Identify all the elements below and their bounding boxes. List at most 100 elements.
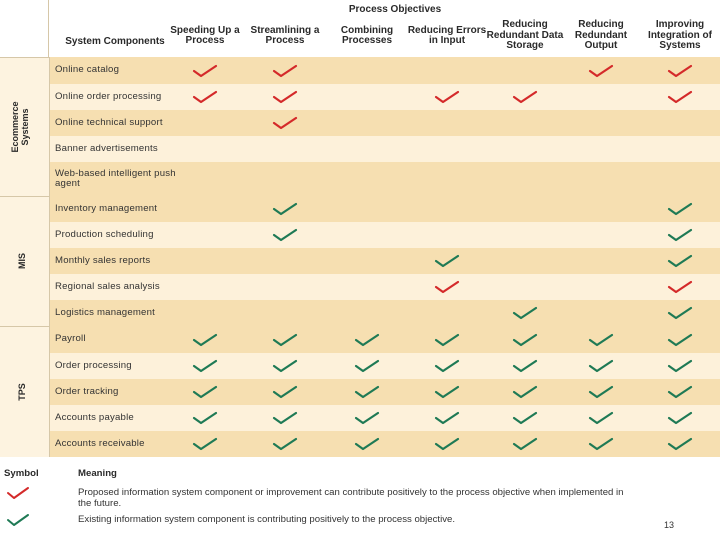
legend-proposed-text: Proposed information system component or… bbox=[78, 487, 624, 509]
existing-check-icon bbox=[192, 332, 218, 348]
existing-check-icon bbox=[667, 384, 693, 400]
existing-check-icon bbox=[272, 384, 298, 400]
existing-check-icon bbox=[434, 410, 460, 426]
existing-check-icon bbox=[354, 410, 380, 426]
row-label: Accounts payable bbox=[55, 411, 134, 423]
row-label: Banner advertisements bbox=[55, 142, 158, 154]
proposed-check-icon bbox=[272, 63, 298, 79]
row-label: Regional sales analysis bbox=[55, 280, 160, 292]
row-label: Monthly sales reports bbox=[55, 254, 151, 266]
existing-check-icon bbox=[272, 358, 298, 374]
existing-check-icon bbox=[272, 201, 298, 217]
process-objectives-title: Process Objectives bbox=[348, 3, 442, 15]
proposed-check-icon bbox=[667, 279, 693, 295]
existing-check-icon bbox=[434, 332, 460, 348]
group-cell bbox=[0, 196, 50, 326]
row-label: Online order processing bbox=[55, 90, 162, 102]
existing-check-icon bbox=[434, 253, 460, 269]
existing-check-icon bbox=[588, 358, 614, 374]
column-header: Reducing Redundant Output bbox=[574, 19, 628, 52]
table-row bbox=[50, 326, 720, 353]
table-row bbox=[50, 405, 720, 431]
proposed-check-icon bbox=[667, 89, 693, 105]
existing-check-icon bbox=[667, 358, 693, 374]
table-row bbox=[50, 162, 720, 196]
table-row bbox=[50, 110, 720, 136]
existing-check-icon bbox=[512, 332, 538, 348]
table-row bbox=[50, 379, 720, 405]
legend-meaning-header: Meaning bbox=[78, 468, 117, 479]
existing-check-icon bbox=[667, 227, 693, 243]
existing-check-icon bbox=[6, 513, 30, 527]
proposed-check-icon bbox=[588, 63, 614, 79]
existing-check-icon bbox=[272, 410, 298, 426]
proposed-check-icon bbox=[434, 89, 460, 105]
existing-check-icon bbox=[667, 410, 693, 426]
table-row bbox=[50, 57, 720, 84]
existing-check-icon bbox=[192, 410, 218, 426]
column-header: Improving Integration of Systems bbox=[648, 19, 712, 52]
table-row bbox=[50, 136, 720, 162]
row-label: Web-based intelligent push agent bbox=[55, 167, 176, 189]
table-row bbox=[50, 274, 720, 300]
existing-check-icon bbox=[667, 201, 693, 217]
existing-check-icon bbox=[192, 384, 218, 400]
existing-check-icon bbox=[667, 332, 693, 348]
group-cell bbox=[0, 57, 50, 196]
existing-check-icon bbox=[434, 436, 460, 452]
existing-check-icon bbox=[354, 332, 380, 348]
table-row bbox=[50, 196, 720, 222]
row-label: Online technical support bbox=[55, 116, 163, 128]
proposed-check-icon bbox=[434, 279, 460, 295]
table-row bbox=[50, 300, 720, 326]
existing-check-icon bbox=[588, 332, 614, 348]
column-header: Combining Processes bbox=[340, 24, 394, 46]
row-label: Production scheduling bbox=[55, 228, 154, 240]
group-label: MIS bbox=[17, 253, 27, 270]
existing-check-icon bbox=[272, 332, 298, 348]
table-row bbox=[50, 353, 720, 379]
existing-check-icon bbox=[588, 384, 614, 400]
existing-check-icon bbox=[272, 227, 298, 243]
existing-check-icon bbox=[354, 384, 380, 400]
row-label: Payroll bbox=[55, 333, 86, 345]
table-row bbox=[50, 248, 720, 274]
column-header: Streamlining a Process bbox=[250, 24, 320, 46]
existing-check-icon bbox=[192, 358, 218, 374]
column-header: Reducing Errors in Input bbox=[407, 24, 487, 46]
table-row bbox=[50, 431, 720, 457]
existing-check-icon bbox=[667, 253, 693, 269]
existing-check-icon bbox=[667, 305, 693, 321]
group-cell bbox=[0, 326, 50, 457]
proposed-check-icon bbox=[512, 89, 538, 105]
existing-check-icon bbox=[434, 384, 460, 400]
row-label: Inventory management bbox=[55, 202, 158, 214]
proposed-check-icon bbox=[272, 89, 298, 105]
existing-check-icon bbox=[512, 410, 538, 426]
table-row bbox=[50, 222, 720, 248]
row-label: Accounts receivable bbox=[55, 437, 145, 449]
existing-check-icon bbox=[354, 358, 380, 374]
header-divider bbox=[48, 0, 49, 57]
proposed-check-icon bbox=[6, 486, 30, 500]
page-number: 13 bbox=[664, 520, 675, 530]
row-label: Order processing bbox=[55, 359, 132, 371]
existing-check-icon bbox=[512, 305, 538, 321]
column-header: Speeding Up a Process bbox=[170, 24, 240, 46]
proposed-check-icon bbox=[192, 89, 218, 105]
existing-check-icon bbox=[192, 436, 218, 452]
group-label: TPS bbox=[17, 382, 27, 401]
existing-check-icon bbox=[434, 358, 460, 374]
legend-existing-text: Existing information system component is… bbox=[78, 514, 455, 525]
row-label: Online catalog bbox=[55, 64, 120, 76]
proposed-check-icon bbox=[192, 63, 218, 79]
existing-check-icon bbox=[354, 436, 380, 452]
existing-check-icon bbox=[272, 436, 298, 452]
table-row bbox=[50, 84, 720, 110]
proposed-check-icon bbox=[667, 63, 693, 79]
existing-check-icon bbox=[588, 410, 614, 426]
group-label: Ecommerce Systems bbox=[10, 100, 30, 153]
row-label: Order tracking bbox=[55, 385, 119, 397]
proposed-check-icon bbox=[272, 115, 298, 131]
